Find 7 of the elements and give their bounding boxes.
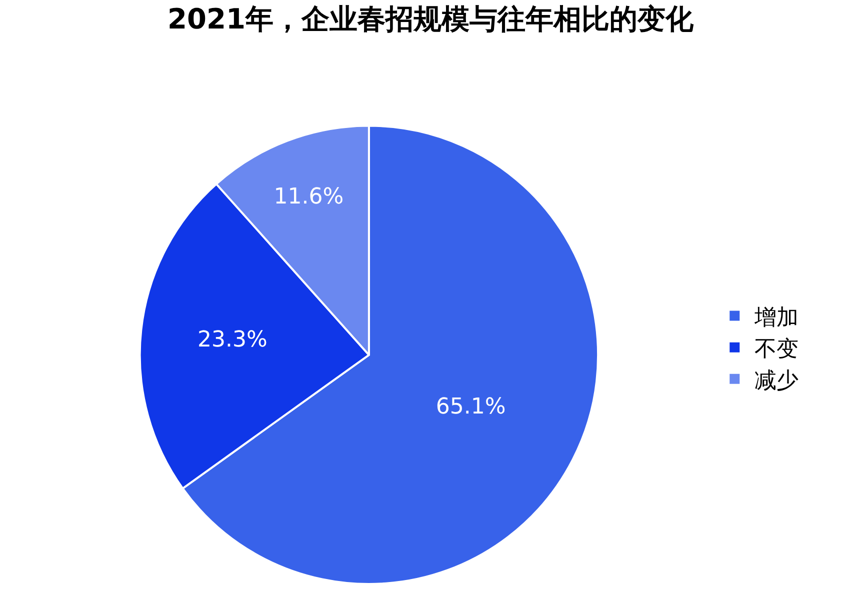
data-label: 11.6% [274,184,344,210]
legend-label: 减少 [754,368,799,394]
legend-label: 增加 [754,305,799,330]
data-label: 23.3% [197,327,268,352]
data-label: 65.1% [436,394,506,420]
chart-title: 2021年，企业春招规模与往年相比的变化 [168,2,694,36]
legend-label: 不变 [754,336,799,362]
